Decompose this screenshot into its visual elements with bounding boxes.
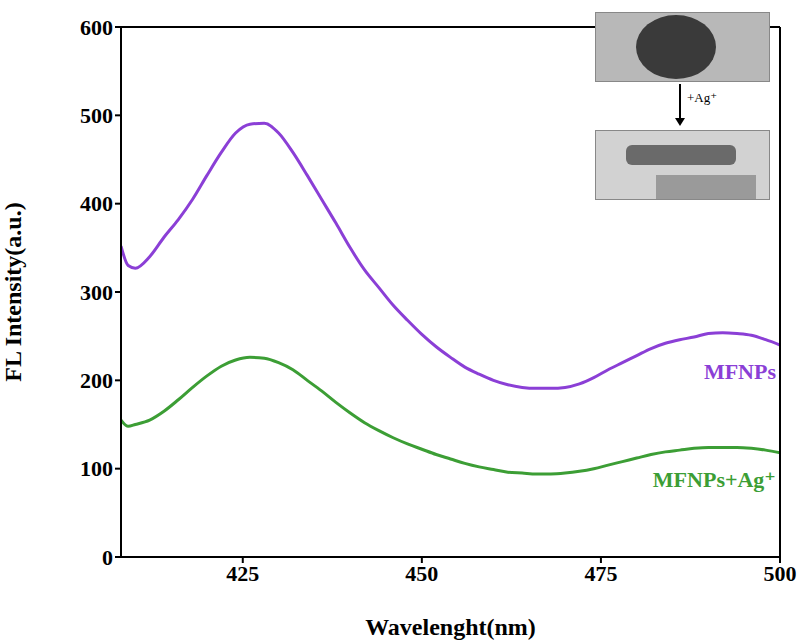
svg-text:300: 300 xyxy=(80,280,113,305)
svg-text:MFNPs: MFNPs xyxy=(704,359,777,384)
svg-text:0: 0 xyxy=(102,545,113,570)
svg-text:425: 425 xyxy=(226,561,259,586)
html-text:+Ag⁺: +Ag⁺ xyxy=(687,90,718,105)
svg-text:400: 400 xyxy=(80,191,113,216)
svg-text:MFNPs+Ag⁺: MFNPs+Ag⁺ xyxy=(653,467,776,492)
svg-text:FL Intensity(a.u.): FL Intensity(a.u.) xyxy=(0,202,26,381)
svg-text:450: 450 xyxy=(405,561,438,586)
svg-text:500: 500 xyxy=(764,561,797,586)
svg-text:200: 200 xyxy=(80,368,113,393)
svg-text:600: 600 xyxy=(80,15,113,40)
svg-text:100: 100 xyxy=(80,456,113,481)
svg-text:500: 500 xyxy=(80,103,113,128)
svg-text:475: 475 xyxy=(584,561,617,586)
svg-text:Wavelenght(nm): Wavelenght(nm) xyxy=(365,614,536,640)
